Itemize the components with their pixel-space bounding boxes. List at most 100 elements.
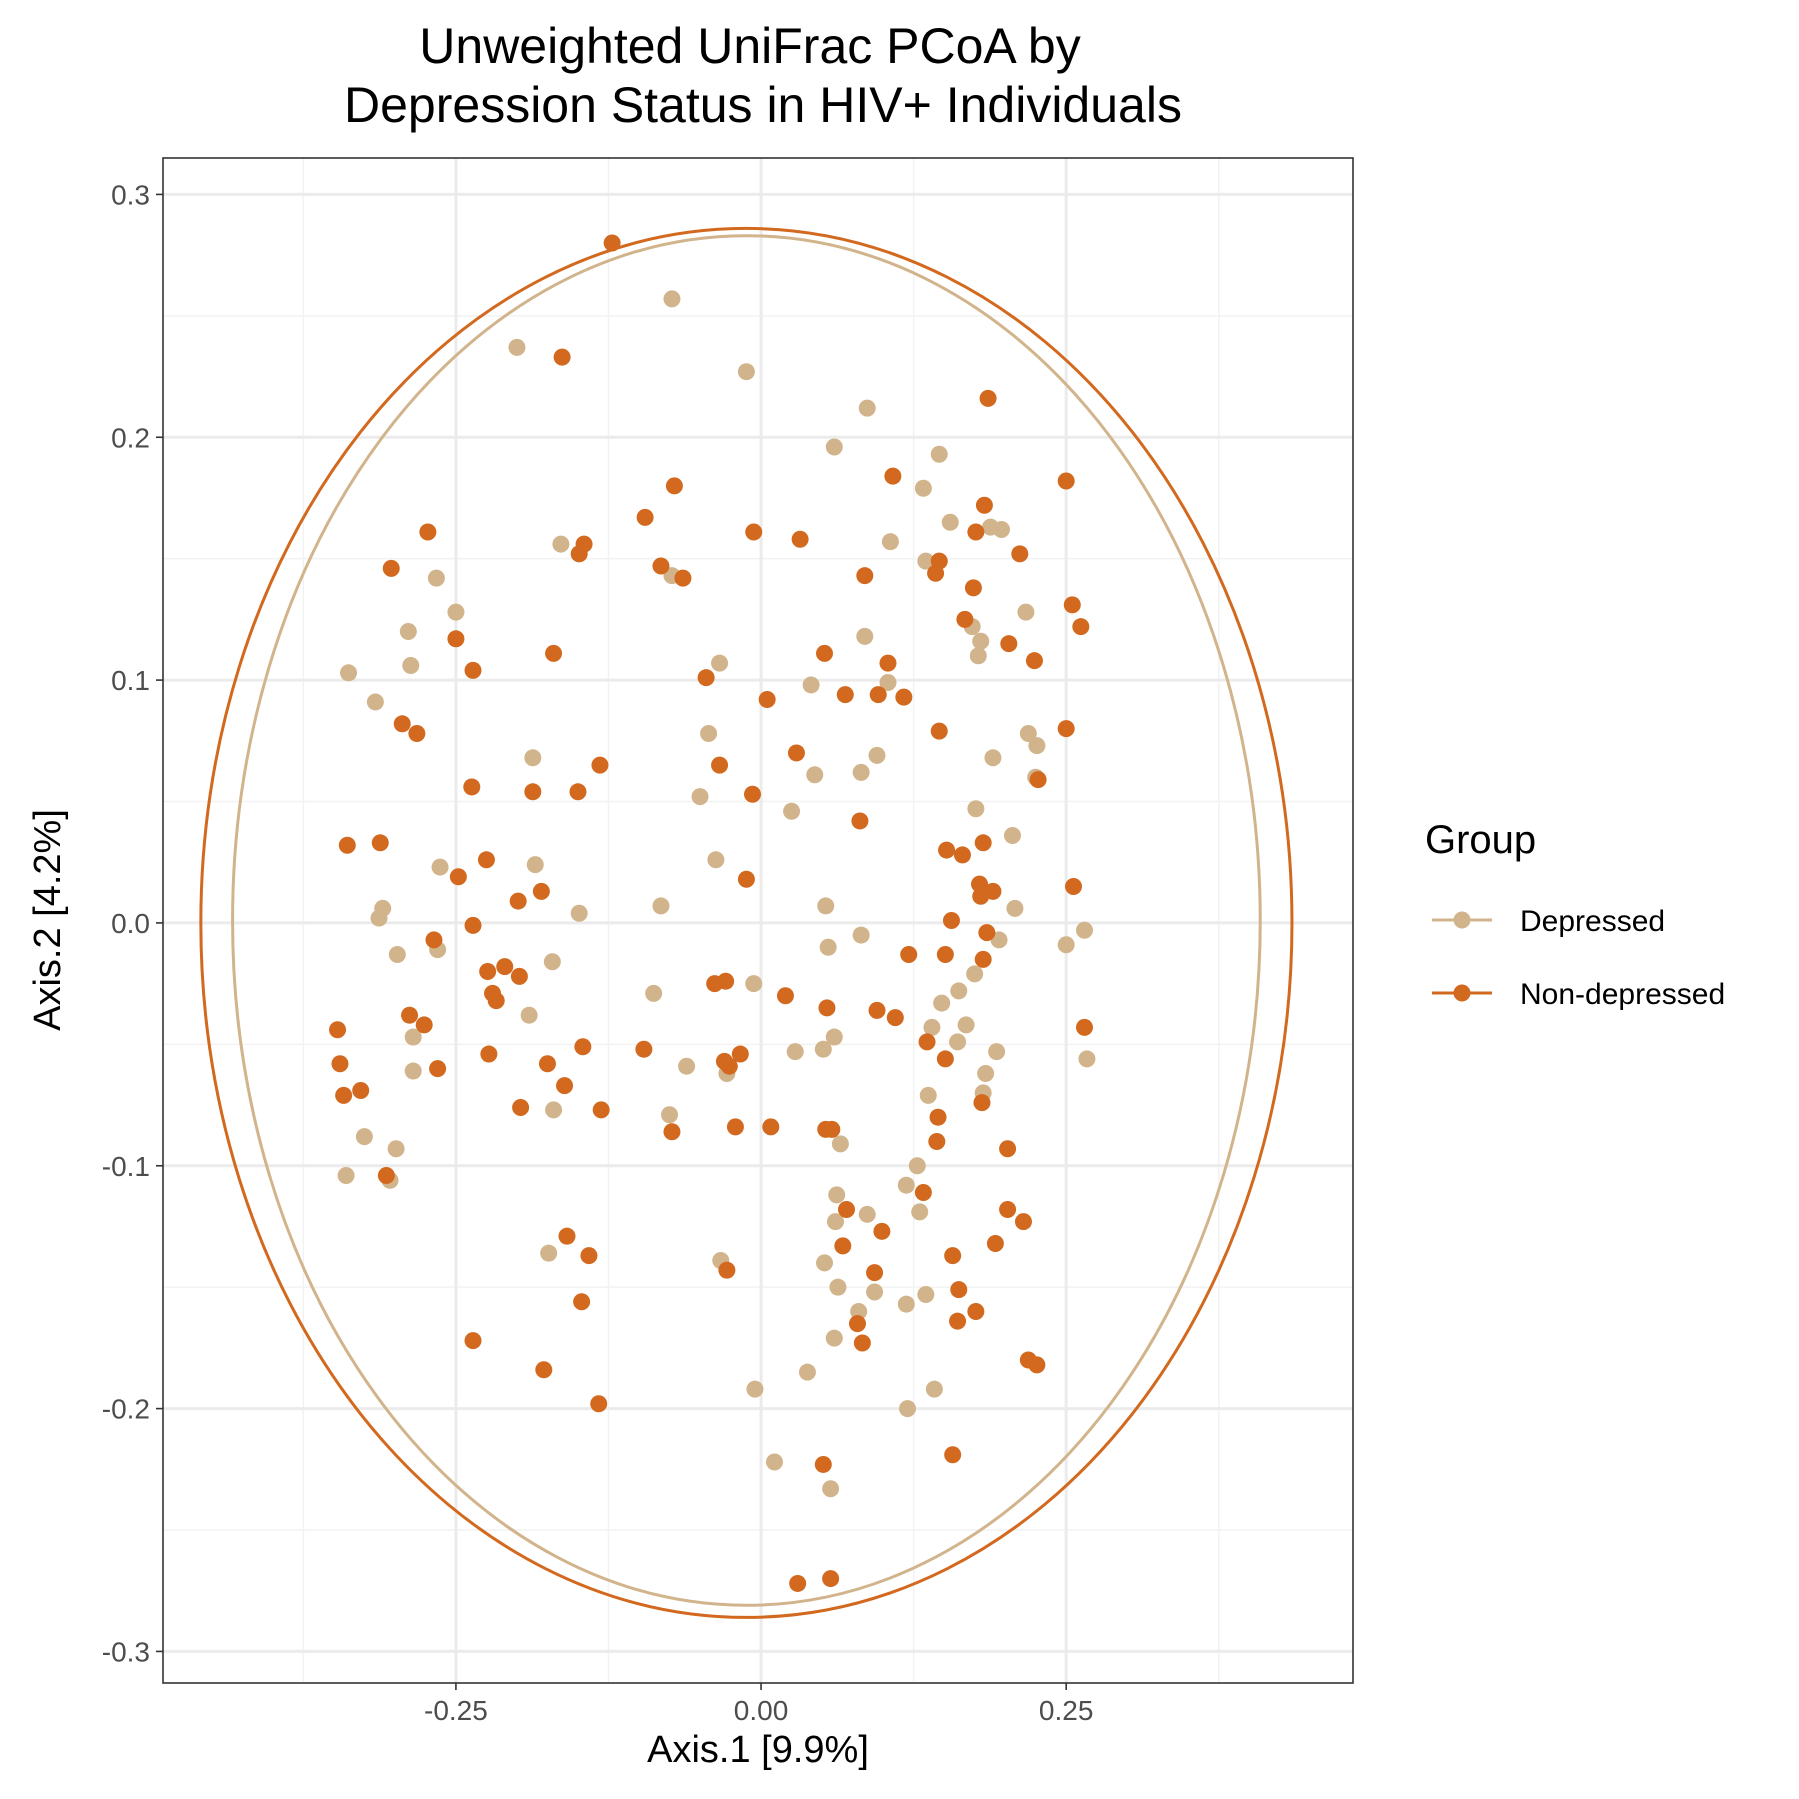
point-non-depressed-128 — [849, 1315, 866, 1332]
point-non-depressed-7 — [745, 523, 762, 540]
point-non-depressed-28 — [545, 645, 562, 662]
point-depressed-10 — [552, 536, 569, 553]
point-depressed-102 — [746, 1381, 763, 1398]
point-non-depressed-71 — [479, 963, 496, 980]
point-depressed-14 — [428, 570, 445, 587]
point-depressed-50 — [1076, 922, 1093, 939]
point-non-depressed-126 — [967, 1303, 984, 1320]
y-tick-label-3: 0.0 — [111, 908, 150, 939]
point-non-depressed-129 — [465, 1332, 482, 1349]
point-depressed-40 — [1004, 827, 1021, 844]
point-depressed-43 — [432, 859, 449, 876]
point-non-depressed-93 — [331, 1055, 348, 1072]
point-non-depressed-120 — [580, 1247, 597, 1264]
point-depressed-87 — [898, 1177, 915, 1194]
point-depressed-65 — [923, 1019, 940, 1036]
point-depressed-6 — [915, 480, 932, 497]
point-non-depressed-119 — [987, 1235, 1004, 1252]
point-depressed-4 — [826, 438, 843, 455]
point-non-depressed-65 — [465, 917, 482, 934]
point-non-depressed-123 — [866, 1264, 883, 1281]
point-depressed-32 — [869, 747, 886, 764]
point-depressed-38 — [783, 803, 800, 820]
point-non-depressed-83 — [416, 1016, 433, 1033]
point-non-depressed-113 — [999, 1201, 1016, 1218]
point-depressed-71 — [815, 1041, 832, 1058]
x-tick-label-1: 0.00 — [734, 1695, 789, 1726]
point-non-depressed-134 — [590, 1395, 607, 1412]
point-depressed-88 — [828, 1186, 845, 1203]
point-non-depressed-72 — [496, 958, 513, 975]
point-non-depressed-136 — [815, 1456, 832, 1473]
point-non-depressed-66 — [978, 924, 995, 941]
point-non-depressed-23 — [956, 611, 973, 628]
point-depressed-73 — [678, 1058, 695, 1075]
y-tick-label-2: -0.1 — [102, 1151, 150, 1182]
legend-title: Group — [1425, 818, 1536, 862]
point-non-depressed-52 — [938, 842, 955, 859]
point-non-depressed-89 — [937, 1050, 954, 1067]
point-depressed-2 — [738, 363, 755, 380]
point-non-depressed-6 — [637, 509, 654, 526]
point-depressed-0 — [663, 290, 680, 307]
point-non-depressed-19 — [856, 567, 873, 584]
point-non-depressed-61 — [984, 883, 1001, 900]
point-non-depressed-50 — [339, 837, 356, 854]
point-non-depressed-21 — [965, 579, 982, 596]
point-depressed-69 — [988, 1043, 1005, 1060]
point-non-depressed-78 — [777, 987, 794, 1004]
point-non-depressed-22 — [1064, 596, 1081, 613]
point-depressed-90 — [859, 1206, 876, 1223]
point-non-depressed-48 — [744, 786, 761, 803]
legend-item-non-depressed[interactable]: Non-depressed — [1432, 978, 1725, 1011]
point-non-depressed-137 — [789, 1575, 806, 1592]
point-non-depressed-84 — [329, 1021, 346, 1038]
point-depressed-53 — [820, 939, 837, 956]
point-depressed-105 — [766, 1454, 783, 1471]
point-non-depressed-110 — [999, 1140, 1016, 1157]
point-depressed-1 — [508, 339, 525, 356]
point-non-depressed-125 — [950, 1281, 967, 1298]
x-tick-label-2: 0.25 — [1039, 1695, 1094, 1726]
point-non-depressed-47 — [569, 783, 586, 800]
point-depressed-19 — [400, 623, 417, 640]
point-non-depressed-25 — [447, 630, 464, 647]
point-depressed-47 — [652, 897, 669, 914]
point-depressed-45 — [817, 897, 834, 914]
point-non-depressed-107 — [823, 1121, 840, 1138]
point-non-depressed-96 — [429, 1060, 446, 1077]
point-non-depressed-15 — [1011, 545, 1028, 562]
point-non-depressed-34 — [870, 686, 887, 703]
point-depressed-49 — [371, 910, 388, 927]
x-axis: -0.25 0.00 0.25 — [424, 1683, 1093, 1726]
legend-item-depressed[interactable]: Depressed — [1432, 905, 1665, 938]
point-depressed-39 — [967, 800, 984, 817]
point-non-depressed-56 — [450, 868, 467, 885]
point-non-depressed-130 — [854, 1335, 871, 1352]
point-non-depressed-121 — [944, 1247, 961, 1264]
point-non-depressed-24 — [1072, 618, 1089, 635]
point-non-depressed-99 — [335, 1087, 352, 1104]
point-non-depressed-132 — [1028, 1356, 1045, 1373]
point-depressed-7 — [942, 514, 959, 531]
point-depressed-26 — [803, 676, 820, 693]
point-depressed-60 — [645, 985, 662, 1002]
point-non-depressed-53 — [954, 846, 971, 863]
point-non-depressed-122 — [718, 1262, 735, 1279]
point-depressed-77 — [920, 1087, 937, 1104]
point-depressed-18 — [1017, 604, 1034, 621]
point-depressed-51 — [853, 927, 870, 944]
point-non-depressed-97 — [556, 1077, 573, 1094]
point-non-depressed-138 — [822, 1570, 839, 1587]
point-depressed-79 — [545, 1101, 562, 1118]
point-depressed-96 — [866, 1284, 883, 1301]
point-non-depressed-38 — [408, 725, 425, 742]
point-non-depressed-1 — [554, 349, 571, 366]
point-non-depressed-18 — [674, 570, 691, 587]
point-depressed-106 — [822, 1480, 839, 1497]
legend-key-dot-non-depressed — [1454, 985, 1471, 1002]
point-non-depressed-40 — [1058, 720, 1075, 737]
point-depressed-98 — [898, 1296, 915, 1313]
point-depressed-31 — [524, 749, 541, 766]
point-non-depressed-105 — [762, 1118, 779, 1135]
